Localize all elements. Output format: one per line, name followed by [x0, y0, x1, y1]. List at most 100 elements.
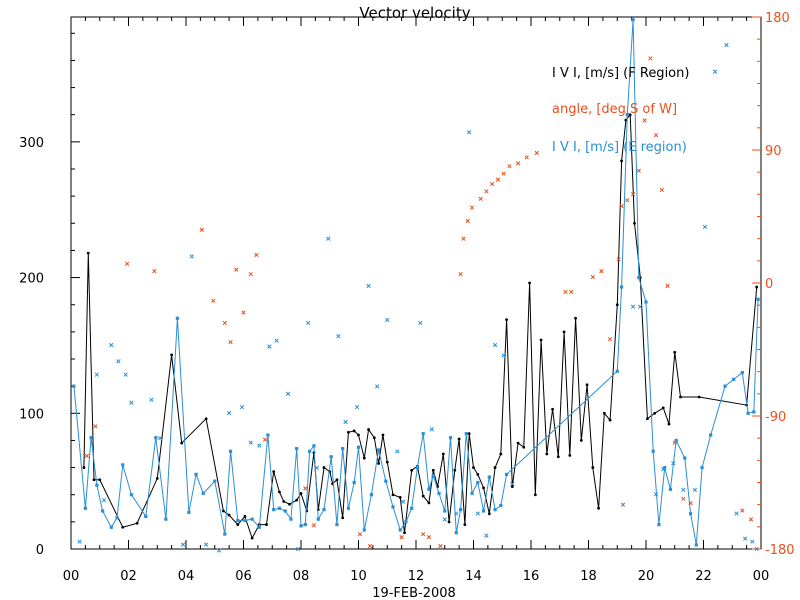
data-point-x: [465, 218, 470, 224]
data-point-x: [101, 498, 107, 503]
data-point: [458, 508, 463, 512]
data-point-x: [630, 304, 636, 309]
data-point: [472, 466, 475, 469]
x-tick-label: 06: [235, 569, 252, 584]
data-point-x: [454, 511, 459, 516]
data-point-x: [395, 449, 400, 454]
data-point: [481, 509, 486, 513]
data-point: [367, 428, 370, 431]
data-point-x: [216, 548, 222, 553]
data-point: [683, 456, 687, 460]
data-point: [457, 437, 461, 441]
data-point: [441, 452, 445, 456]
y-tick-label: 100: [19, 407, 44, 422]
data-point-x: [442, 517, 447, 522]
data-point: [674, 438, 678, 443]
data-point-x: [748, 517, 754, 522]
data-point: [369, 493, 374, 497]
data-point: [283, 509, 287, 513]
data-point-x: [241, 310, 246, 315]
data-point: [510, 485, 514, 488]
data-point: [415, 465, 420, 470]
data-point-x: [653, 492, 659, 497]
data-point: [347, 430, 350, 434]
data-point: [625, 113, 629, 117]
data-point: [377, 448, 381, 452]
data-point-x: [569, 289, 574, 295]
data-point: [740, 370, 744, 375]
data-point-x: [620, 502, 626, 507]
data-point-x: [653, 133, 659, 138]
data-point-x: [599, 269, 604, 274]
data-point: [303, 522, 307, 527]
data-point: [499, 452, 503, 456]
data-point: [463, 523, 467, 526]
data-point-x: [84, 453, 89, 459]
data-point: [362, 456, 366, 460]
data-point: [608, 418, 612, 422]
data-point-x: [619, 204, 624, 209]
data-point: [431, 468, 435, 472]
data-point: [752, 410, 756, 414]
data-point: [352, 480, 356, 485]
data-point-x: [665, 283, 670, 289]
data-point: [187, 510, 191, 514]
data-point-x: [343, 419, 348, 425]
data-point: [591, 466, 595, 469]
y2-tick-label: -180: [765, 543, 795, 558]
data-point-x: [267, 344, 272, 349]
data-point: [487, 512, 491, 516]
legend-item-f-region: I V I, [m/s] (F Region): [552, 66, 689, 81]
data-point: [551, 407, 554, 411]
data-point-x: [211, 298, 216, 303]
series-1: [84, 56, 754, 549]
data-point: [668, 487, 673, 491]
x-axis-date-label: 19-FEB-2008: [372, 586, 456, 600]
data-point: [316, 517, 320, 521]
data-point: [288, 502, 291, 506]
data-point: [499, 503, 503, 508]
data-point: [352, 429, 356, 433]
data-point-x: [311, 523, 317, 528]
data-point: [454, 531, 458, 535]
data-point: [619, 285, 624, 289]
data-point-x: [607, 337, 613, 342]
data-point: [194, 472, 198, 476]
data-point: [115, 516, 119, 520]
data-point-x: [648, 56, 653, 61]
plot-frame: [70, 16, 762, 550]
data-point: [341, 516, 345, 520]
data-point: [335, 522, 339, 527]
data-point: [545, 452, 549, 456]
data-point: [657, 522, 661, 527]
data-point-x: [692, 487, 698, 493]
data-point: [615, 303, 619, 307]
data-point-x: [116, 359, 121, 364]
chart-title: Vector velocity: [359, 4, 470, 22]
data-point-x: [314, 465, 319, 470]
data-point: [443, 509, 447, 513]
x-tick-label: 12: [408, 569, 425, 584]
data-point: [651, 449, 655, 453]
data-point: [346, 506, 351, 510]
data-point-x: [418, 320, 423, 326]
series-0: [82, 113, 759, 540]
series-line: [73, 19, 759, 545]
data-point-x: [189, 254, 194, 259]
data-point: [341, 446, 345, 451]
data-point-x: [336, 334, 341, 339]
x-axis: 00 02 04 06 08 10 12 14 16 18 20 22 00: [63, 17, 769, 584]
y2-tick-label: 0: [765, 277, 773, 292]
data-point: [476, 472, 480, 476]
data-point-x: [228, 339, 233, 345]
data-point: [201, 491, 205, 495]
data-point: [746, 411, 750, 415]
data-point: [585, 383, 589, 387]
data-point: [295, 498, 299, 502]
data-point-x: [262, 437, 268, 442]
data-point: [154, 436, 158, 440]
x-tick-label: 08: [293, 569, 310, 584]
data-point-x: [149, 397, 154, 402]
data-point: [228, 449, 233, 453]
